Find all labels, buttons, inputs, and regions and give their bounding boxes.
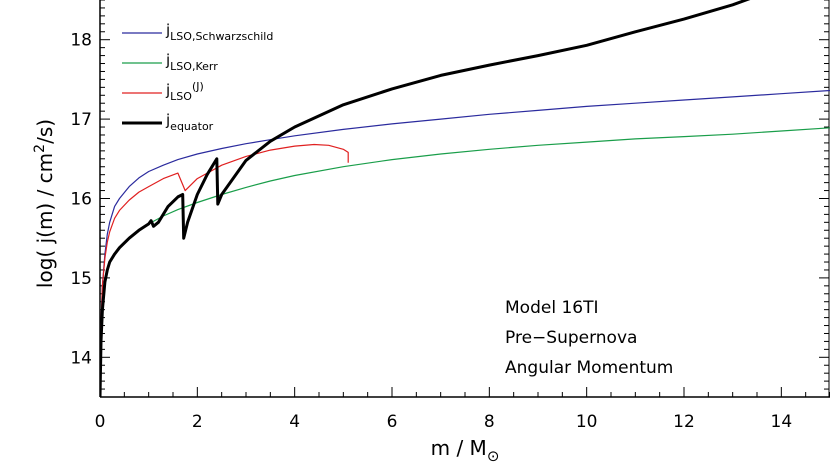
y-tick-label: 17 bbox=[70, 110, 92, 130]
legend: jLSO,Schwarzschild jLSO,Kerr jLSO(J) jequat… bbox=[122, 21, 273, 133]
annotation-line-3: Angular Momentum bbox=[505, 358, 673, 378]
x-tick-label: 8 bbox=[484, 412, 495, 432]
legend-label-4: jequator bbox=[165, 111, 214, 133]
y-tick-label: 18 bbox=[70, 31, 92, 51]
y-tick-label: 16 bbox=[70, 190, 92, 210]
series-line-1 bbox=[100, 89, 830, 397]
axes: 0 2 4 6 8 10 12 14 14 15 16 17 18 bbox=[70, 0, 830, 432]
series-line-3 bbox=[100, 143, 349, 397]
annotation-line-1: Model 16TI bbox=[505, 298, 598, 318]
y-tick-label: 15 bbox=[70, 269, 92, 289]
annotation: Model 16TI Pre−Supernova Angular Momentum bbox=[505, 298, 673, 378]
x-tick-label: 14 bbox=[771, 412, 793, 432]
y-tick-label: 14 bbox=[70, 348, 92, 368]
series-line-4 bbox=[100, 0, 751, 397]
x-tick-label: 10 bbox=[576, 412, 598, 432]
x-tick-label: 2 bbox=[192, 412, 203, 432]
annotation-line-2: Pre−Supernova bbox=[505, 328, 637, 348]
x-tick-label: 0 bbox=[95, 412, 106, 432]
y-axis-title: log( j(m) / cm2/s) bbox=[32, 119, 57, 288]
legend-label-2: jLSO,Kerr bbox=[165, 51, 218, 73]
x-tick-label: 12 bbox=[673, 412, 695, 432]
legend-label-3: jLSO(J) bbox=[165, 80, 204, 103]
plot-area bbox=[100, 0, 830, 397]
x-tick-label: 6 bbox=[387, 412, 398, 432]
x-axis-title: m / M⊙ bbox=[431, 436, 500, 465]
legend-label-1: jLSO,Schwarzschild bbox=[165, 21, 273, 43]
x-tick-label: 4 bbox=[289, 412, 300, 432]
